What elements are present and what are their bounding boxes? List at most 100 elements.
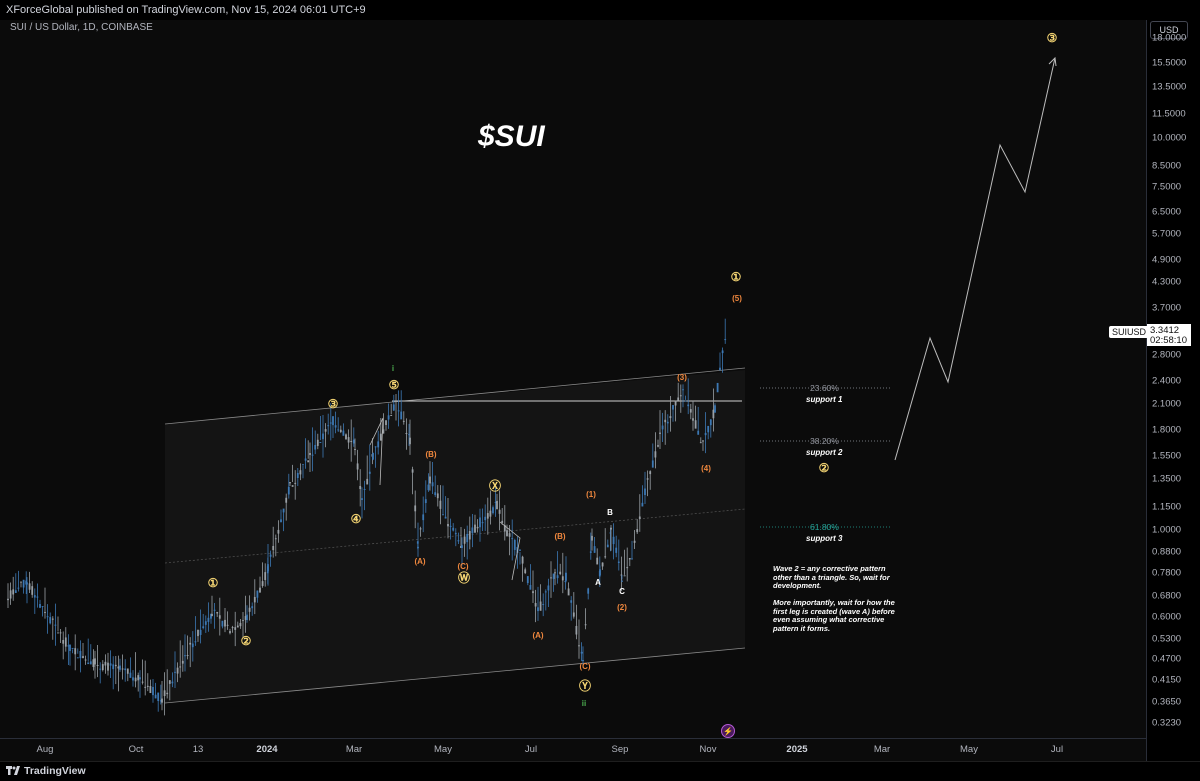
candle-body	[689, 409, 692, 413]
candle-body	[677, 397, 680, 401]
candle-body	[261, 581, 264, 586]
candle-body	[22, 579, 25, 588]
candle-body	[431, 482, 434, 487]
candle-body	[309, 453, 311, 455]
candle-body	[593, 546, 596, 553]
candle-body	[176, 667, 179, 674]
candle-body	[287, 486, 290, 495]
candle-body	[302, 464, 304, 466]
candle-body	[414, 505, 417, 512]
candle-body	[163, 690, 166, 697]
candle-body	[697, 430, 700, 435]
candle-body	[337, 429, 340, 431]
candle-body	[636, 529, 639, 533]
candle-body	[246, 614, 248, 621]
candle-body	[84, 659, 87, 661]
candle-body	[587, 588, 590, 594]
candle-body	[79, 650, 82, 659]
candle-body	[609, 532, 612, 534]
candle-body	[679, 395, 682, 397]
wave-label: (B)	[554, 532, 565, 541]
candle-body	[104, 661, 107, 666]
candle-body	[692, 418, 694, 421]
price-tick: 1.0000	[1152, 524, 1182, 536]
candle-body	[251, 606, 254, 609]
candle-body	[552, 573, 555, 579]
candle-body	[194, 641, 197, 643]
candle-body	[51, 618, 54, 620]
price-tick: 15.5000	[1152, 57, 1187, 69]
time-tick: Sep	[611, 744, 629, 755]
wave-label: (4)	[701, 464, 711, 473]
candle-body	[9, 590, 12, 599]
candle-body	[498, 509, 501, 514]
candle-body	[244, 616, 247, 620]
time-tick: Nov	[699, 744, 717, 755]
candle-body	[628, 557, 631, 560]
candle-body	[387, 415, 390, 420]
candle-body	[152, 686, 154, 696]
candle-body	[329, 422, 332, 424]
candle-body	[461, 545, 463, 548]
candle-body	[672, 405, 674, 410]
candle-body	[615, 547, 618, 553]
candle-body	[452, 527, 455, 531]
candle-body	[274, 538, 277, 540]
time-tick: Mar	[873, 744, 891, 755]
candle-body	[392, 404, 395, 411]
candle-body	[289, 482, 291, 484]
price-tick: 1.5500	[1152, 450, 1182, 462]
candle-body	[657, 445, 659, 447]
candle-body	[460, 546, 462, 548]
candle-body	[264, 572, 267, 581]
candle-body	[242, 620, 244, 622]
candle-body	[610, 527, 612, 530]
candle-body	[521, 556, 524, 564]
candle-body	[87, 662, 90, 665]
time-axis[interactable]	[0, 738, 1146, 761]
price-axis[interactable]	[1146, 20, 1200, 761]
candle-body	[354, 449, 356, 451]
wave-label: (5)	[732, 294, 742, 303]
candle-body	[126, 668, 129, 674]
candle-body	[231, 627, 234, 629]
candle-body	[400, 411, 403, 420]
candle-body	[468, 531, 471, 540]
candle-body	[687, 404, 690, 407]
time-tick: May	[960, 744, 978, 755]
candle-body	[82, 656, 84, 659]
symbol-label: SUI / US Dollar, 1D, COINBASE	[10, 22, 153, 33]
candle-body	[578, 645, 580, 647]
currency-button[interactable]: USD	[1150, 21, 1188, 39]
candle-body	[216, 611, 219, 614]
candle-body	[489, 510, 492, 517]
wave-label: Ⓧ	[489, 478, 501, 493]
candle-body	[484, 516, 487, 521]
wave-label: Ⓦ	[458, 570, 470, 585]
candle-body	[101, 664, 104, 671]
candle-body	[304, 458, 307, 461]
wave-label: i	[392, 364, 394, 373]
candle-body	[202, 626, 205, 629]
candle-body	[664, 419, 667, 423]
candle-body	[107, 662, 109, 671]
candle-body	[494, 501, 497, 503]
candle-body	[124, 668, 127, 671]
candle-body	[282, 508, 285, 513]
candle-body	[229, 631, 231, 634]
price-tick: 1.3500	[1152, 473, 1182, 485]
wave-label: B	[607, 508, 613, 517]
time-tick: 13	[192, 744, 204, 755]
candle-body	[474, 524, 476, 533]
candle-body	[559, 571, 562, 575]
wave-label: (A)	[414, 557, 425, 566]
candle-body	[76, 657, 79, 659]
candle-body	[434, 492, 437, 496]
candle-body	[454, 532, 457, 535]
candle-body	[429, 476, 431, 484]
candle-body	[447, 524, 449, 527]
price-chart-svg: ①②③④⑤i(A)(B)(C)ⓌⓍ(B)(A)(C)Ⓨii(1)ABC(2)(3…	[7, 31, 1058, 738]
price-tick: 4.3000	[1152, 276, 1182, 288]
wave-label: ③	[1047, 31, 1058, 45]
price-tick: 4.9000	[1152, 254, 1182, 266]
